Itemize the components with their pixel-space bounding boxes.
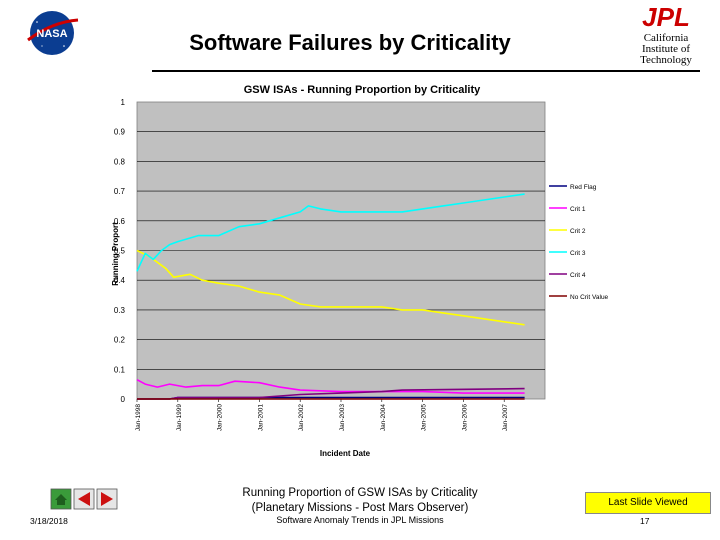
- home-icon: [55, 494, 67, 505]
- y-tick-label: 0.6: [114, 217, 126, 226]
- right-arrow-icon: [101, 492, 113, 506]
- x-tick-label: Jan-2000: [217, 404, 224, 431]
- series-line-crit-3: [136, 193, 525, 272]
- title-divider: [152, 70, 700, 72]
- page-number: 17: [640, 516, 650, 526]
- figure-caption: Running Proportion of GSW ISAs by Critic…: [200, 486, 520, 516]
- institution-line-2: Institute of: [642, 43, 690, 55]
- x-tick-label: Jan-2004: [380, 404, 387, 431]
- x-tick-label: Jan-1999: [176, 404, 183, 431]
- x-tick-label: Jan-2006: [461, 404, 468, 431]
- institution-name: California Institute of Technology: [616, 33, 716, 66]
- y-tick-label: 0: [121, 395, 126, 404]
- legend-label: Red Flag: [570, 184, 597, 191]
- y-tick-label: 0.1: [114, 365, 126, 374]
- y-tick-label: 0.4: [114, 276, 126, 285]
- caption-line-2: (Planetary Missions - Post Mars Observer…: [251, 502, 469, 514]
- legend-label: Crit 1: [570, 206, 586, 213]
- y-axis-label: Running Proport: [111, 222, 120, 286]
- caption-line-1: Running Proportion of GSW ISAs by Critic…: [242, 487, 478, 499]
- x-tick-label: Jan-2001: [257, 404, 264, 431]
- x-tick-label: Jan-2002: [298, 404, 305, 431]
- x-tick-label: Jan-2005: [421, 404, 428, 431]
- footer-subtitle: Software Anomaly Trends in JPL Missions: [276, 515, 444, 525]
- y-tick-label: 1: [121, 98, 126, 107]
- legend-label: Crit 4: [570, 272, 586, 279]
- y-tick-label: 0.3: [114, 306, 126, 315]
- previous-slide-button[interactable]: [73, 488, 95, 510]
- last-slide-viewed-button[interactable]: Last Slide Viewed: [585, 492, 711, 514]
- footer-date: 3/18/2018: [30, 516, 68, 526]
- nasa-logo-text: NASA: [36, 28, 67, 40]
- institution-line-1: California: [643, 32, 689, 44]
- y-tick-label: 0.7: [114, 187, 126, 196]
- y-tick-label: 0.2: [114, 336, 126, 345]
- home-button[interactable]: [50, 488, 72, 510]
- legend-label: Crit 3: [570, 250, 586, 257]
- y-tick-label: 0.9: [114, 128, 126, 137]
- series-line-crit-2: [136, 249, 525, 326]
- y-tick-label: 0.8: [114, 157, 126, 166]
- slide-navigation: [50, 488, 118, 510]
- left-arrow-icon: [78, 492, 90, 506]
- x-tick-label: Jan-1998: [135, 404, 142, 431]
- legend-label: Crit 2: [570, 228, 586, 235]
- y-tick-label: 0.5: [114, 247, 126, 256]
- line-chart: GSW ISAs - Running Proportion by Critica…: [111, 84, 609, 458]
- jpl-logo-text: JPL: [642, 3, 690, 29]
- series-line-crit-1: [136, 378, 525, 394]
- jpl-logo: JPL: [642, 3, 690, 29]
- next-slide-button[interactable]: [96, 488, 118, 510]
- x-tick-label: Jan-2003: [339, 404, 346, 431]
- x-tick-label: Jan-2007: [502, 404, 509, 431]
- slide-title: Software Failures by Criticality: [189, 30, 511, 55]
- nasa-logo: NASA: [27, 11, 79, 55]
- institution-line-3: Technology: [640, 54, 692, 66]
- legend-label: No Crit Value: [570, 294, 609, 301]
- chart-title: GSW ISAs - Running Proportion by Critica…: [244, 84, 481, 96]
- x-axis-label: Incident Date: [320, 449, 371, 458]
